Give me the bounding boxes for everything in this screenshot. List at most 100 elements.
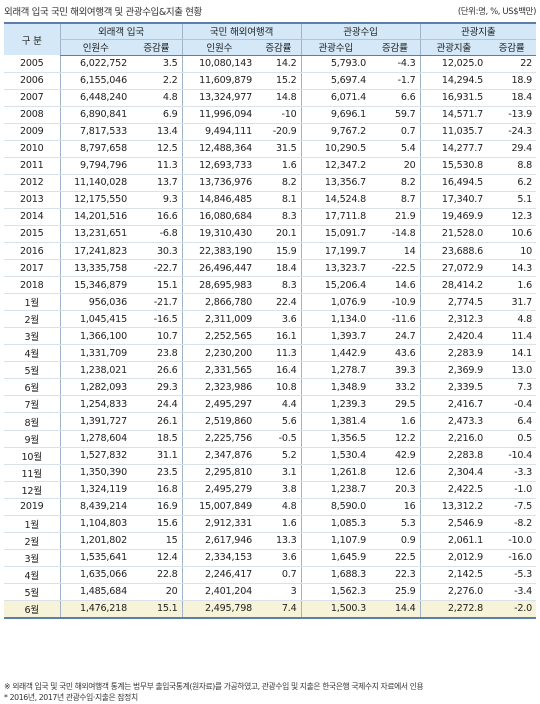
table-cell: 14.6: [370, 276, 421, 295]
table-cell: 29.4: [487, 140, 537, 158]
table-cell: 22.4: [256, 293, 302, 312]
table-cell: -0.5: [256, 430, 302, 448]
table-cell: 14.2: [256, 55, 302, 73]
table-cell: 1,391,727: [59, 412, 131, 431]
statistics-table: 구 분 외래객 입국 국민 해외여행객 관광수입 관광지출 인원수 증감률 인원…: [4, 22, 537, 619]
table-cell: 2,495,279: [181, 481, 257, 499]
sub-header: 인원수: [181, 39, 257, 56]
table-cell: 12.6: [370, 464, 421, 482]
row-label: 4월: [4, 566, 60, 584]
table-cell: 1,350,390: [59, 464, 131, 482]
table-cell: 1,562.3: [300, 583, 371, 602]
table-cell: 2,225,756: [181, 430, 257, 448]
table-row: 4월 1,635,066 22.8 2,246,417 0.7 1,688.3 22.3 2,…: [4, 566, 537, 584]
table-row: 2월 1,045,415 -16.5 2,311,009 3.6 1,134.0 -11.6…: [4, 310, 537, 329]
row-label: 9월: [4, 430, 60, 448]
table-cell: 23,688.6: [419, 242, 488, 261]
table-cell: 1,485,684: [59, 583, 131, 602]
table-cell: 6,022,752: [59, 55, 131, 73]
group-tourism-receipts: 관광수입: [300, 22, 421, 40]
table-cell: 2,230,200: [181, 344, 257, 363]
table-cell: 1,261.8: [300, 464, 371, 482]
table-cell: 1,107.9: [300, 532, 371, 550]
table-cell: 1,331,709: [59, 344, 131, 363]
row-label: 6월: [4, 600, 60, 619]
table-cell: 8.7: [370, 191, 421, 209]
table-cell: 3.5: [131, 55, 183, 73]
table-cell: 1.6: [256, 157, 302, 175]
group-tourism-expenditure: 관광지출: [419, 22, 537, 40]
table-cell: 30.3: [131, 242, 183, 261]
table-cell: 15.2: [256, 72, 302, 90]
table-cell: 2,617,946: [181, 532, 257, 550]
table-cell: 11.4: [487, 327, 537, 346]
row-label: 5월: [4, 583, 60, 602]
table-cell: 14.8: [256, 89, 302, 107]
table-cell: -7.5: [487, 498, 537, 516]
sub-header: 증감률: [131, 39, 183, 56]
table-cell: 1,381.4: [300, 412, 371, 431]
table-cell: 2,246,417: [181, 566, 257, 584]
table-cell: 1,045,415: [59, 310, 131, 329]
table-cell: 2,283.9: [419, 344, 488, 363]
table-row: 2010 8,797,658 12.5 12,488,364 31.5 10,290.5 5…: [4, 140, 537, 158]
header-group-row: 구 분 외래객 입국 국민 해외여행객 관광수입 관광지출: [4, 22, 537, 55]
table-cell: 2,422.5: [419, 481, 488, 499]
table-row: 2009 7,817,533 13.4 9,494,111 -20.9 9,767.2 0.…: [4, 123, 537, 141]
table-cell: 2,276.0: [419, 583, 488, 602]
table-cell: 2,416.7: [419, 395, 488, 414]
table-row: 12월 1,324,119 16.8 2,495,279 3.8 1,238.7 20.3 2…: [4, 481, 537, 499]
table-cell: 14,571.7: [419, 106, 488, 124]
table-cell: 17,241,823: [59, 242, 131, 261]
group-foreign-arrivals: 외래객 입국: [59, 22, 183, 40]
table-cell: -22.7: [131, 259, 183, 278]
row-label: 12월: [4, 481, 60, 499]
table-cell: 20.1: [256, 225, 302, 244]
table-cell: 14,277.7: [419, 140, 488, 158]
table-cell: 26.6: [131, 361, 183, 380]
table-cell: 19,310,430: [181, 225, 257, 244]
table-cell: 10,080,143: [181, 55, 257, 73]
table-cell: -16.0: [487, 549, 537, 567]
group-outbound-travelers: 국민 해외여행객: [181, 22, 302, 40]
table-cell: 2,866,780: [181, 293, 257, 312]
table-cell: 1,278.7: [300, 361, 371, 380]
table-cell: -1.0: [487, 481, 537, 499]
table-cell: 8.3: [256, 208, 302, 226]
table-cell: 26.1: [131, 412, 183, 431]
table-row: 2017 13,335,758 -22.7 26,496,447 18.4 13,323.…: [4, 259, 537, 278]
table-cell: -8.2: [487, 515, 537, 533]
table-cell: -16.5: [131, 310, 183, 329]
table-cell: 31.1: [131, 447, 183, 465]
table-cell: 2.2: [131, 72, 183, 90]
table-cell: 4.4: [256, 395, 302, 414]
table-cell: 22: [487, 55, 537, 73]
table-cell: 9,767.2: [300, 123, 371, 141]
table-cell: 2,473.3: [419, 412, 488, 431]
row-label: 2011: [4, 157, 60, 175]
table-cell: 4.8: [131, 89, 183, 107]
table-cell: 13,736,976: [181, 174, 257, 192]
table-cell: -22.5: [370, 259, 421, 278]
table-cell: 9.3: [131, 191, 183, 209]
table-cell: 16.9: [131, 498, 183, 516]
table-cell: 10.6: [487, 225, 537, 244]
table-row: 2016 17,241,823 30.3 22,383,190 15.9 17,199.7…: [4, 242, 537, 261]
table-cell: 1,500.3: [300, 600, 371, 619]
table-cell: 29.5: [370, 395, 421, 414]
table-cell: -3.4: [487, 583, 537, 602]
table-cell: 8.3: [256, 276, 302, 295]
table-cell: 11.3: [131, 157, 183, 175]
table-cell: 5.6: [256, 412, 302, 431]
table-cell: 12,347.2: [300, 157, 371, 175]
table-cell: 15,007,849: [181, 498, 257, 516]
table-cell: 2,774.5: [419, 293, 488, 312]
table-cell: 8.2: [256, 174, 302, 192]
table-cell: -10.9: [370, 293, 421, 312]
table-cell: 956,036: [59, 293, 131, 312]
table-cell: 1,076.9: [300, 293, 371, 312]
table-cell: 16,931.5: [419, 89, 488, 107]
table-cell: 1,085.3: [300, 515, 371, 533]
row-label: 2010: [4, 140, 60, 158]
table-cell: 6,448,240: [59, 89, 131, 107]
